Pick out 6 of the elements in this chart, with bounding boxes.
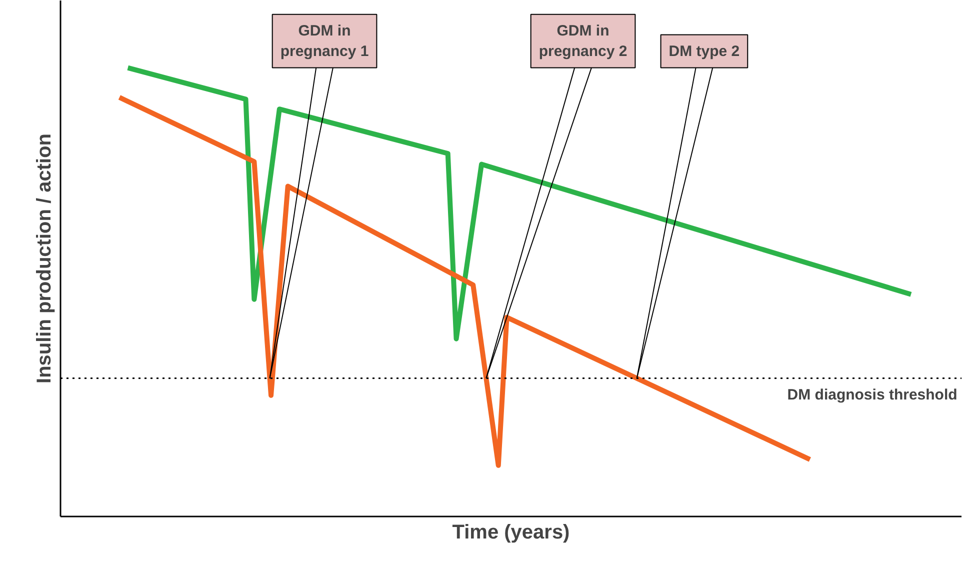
text: GDM in pregnancy 1 — [280, 22, 369, 60]
text: DM type 2 — [668, 42, 740, 60]
y-axis-title: Insulin production / action — [34, 133, 56, 384]
x-axis-title: Time (years) — [452, 522, 570, 544]
text: GDM in pregnancy 2 — [538, 22, 628, 60]
ref-line-label: DM diagnosis threshold — [787, 386, 958, 404]
